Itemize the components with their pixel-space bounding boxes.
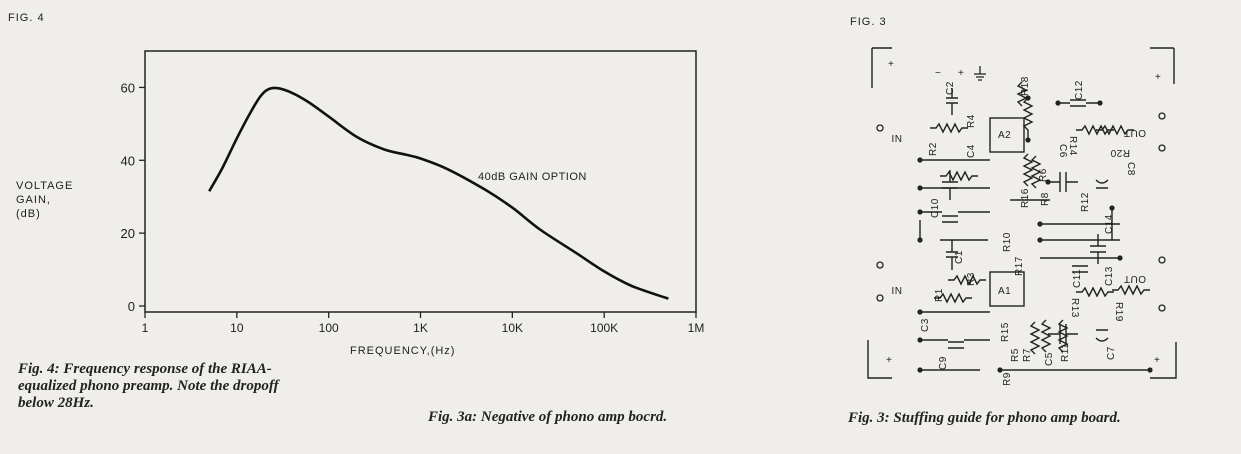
- label-r12: R12: [1080, 192, 1091, 212]
- fig3-caption: Fig. 3: Stuffing guide for phono amp boa…: [848, 410, 1121, 426]
- corner-plus: +: [886, 355, 892, 366]
- label-c9: C9: [938, 356, 949, 370]
- stuffing-guide-diagram: + + + + − + R18 C2 R4 C12 R2 A2 C4 NI OU…: [867, 47, 1177, 385]
- label-r17: R17: [1014, 256, 1025, 276]
- label-r14: R14: [1067, 136, 1078, 156]
- x-tick-label: 1: [142, 321, 149, 335]
- label-r2: R2: [928, 142, 939, 156]
- y-tick-label: 20: [121, 226, 135, 241]
- label-c1: C1: [954, 250, 965, 264]
- y-tick-label: 0: [128, 299, 135, 314]
- label-c14: C14: [1104, 214, 1115, 234]
- label-r16: R16: [1020, 188, 1031, 208]
- label-a2: A2: [998, 130, 1011, 141]
- label-c8: C8: [1125, 162, 1136, 176]
- fig4-caption: Fig. 4: Frequency response of the RIAA- …: [18, 361, 279, 412]
- label-r13: R13: [1069, 298, 1080, 318]
- label-r6: R6: [1038, 168, 1049, 182]
- label-r10: R10: [1002, 232, 1013, 252]
- y-tick-label: 60: [121, 80, 135, 95]
- label-r8: R8: [1040, 192, 1051, 206]
- x-tick-label: 10: [230, 321, 244, 335]
- label-r20: R20: [1110, 147, 1130, 158]
- minus-label: −: [935, 68, 941, 79]
- label-c2: C2: [945, 81, 956, 95]
- y-label-line: VOLTAGE: [16, 180, 74, 192]
- label-c5: C5: [1044, 352, 1055, 366]
- label-r15: R15: [1000, 322, 1011, 342]
- label-out-top: OUT: [1123, 127, 1146, 138]
- label-c12: C12: [1074, 80, 1085, 100]
- plot-frame: [144, 50, 697, 313]
- label-in-bot: NI: [891, 284, 902, 295]
- y-axis-label: VOLTAGE GAIN, (dB): [16, 179, 73, 221]
- label-c13: C13: [1104, 266, 1115, 286]
- fig4-tag: FIG. 4: [8, 12, 45, 24]
- corner-plus: +: [1154, 355, 1160, 366]
- label-r3: R3: [966, 272, 977, 286]
- y-label-line: GAIN,: [16, 194, 51, 206]
- label-out-bot: OUT: [1123, 273, 1146, 284]
- y-label-line: (dB): [16, 208, 41, 220]
- label-in-top: NI: [891, 132, 902, 143]
- fig3a-caption: Fig. 3a: Negative of phono amp bocrd.: [428, 409, 668, 425]
- label-r5: R5: [1010, 348, 1021, 362]
- plus-label: +: [958, 68, 964, 79]
- label-c6: C6: [1057, 144, 1068, 158]
- label-r1: R1: [934, 288, 945, 302]
- x-tick-label: 1M: [688, 321, 705, 335]
- label-r18: R18: [1020, 76, 1031, 96]
- label-c7: C7: [1106, 346, 1117, 360]
- series-line: [208, 86, 669, 300]
- corner-plus: +: [1155, 72, 1161, 83]
- label-r4: R4: [966, 114, 977, 128]
- fig3-tag: FIG. 3: [850, 16, 887, 28]
- label-a1: A1: [998, 286, 1011, 297]
- label-r11: R11: [1060, 343, 1071, 362]
- x-tick-label: 10K: [502, 321, 523, 335]
- label-r9: R9: [1002, 372, 1013, 385]
- caption-line: equalized phono preamp. Note the dropoff: [18, 378, 279, 394]
- caption-line: below 28Hz.: [18, 395, 94, 411]
- x-tick-label: 100: [319, 321, 339, 335]
- label-c4: C4: [966, 144, 977, 158]
- caption-line: Fig. 4: Frequency response of the RIAA-: [18, 361, 272, 377]
- x-axis-label: FREQUENCY,(Hz): [350, 345, 455, 357]
- y-axis-ticks: 0 20 40 60: [121, 80, 145, 314]
- label-c11: C11: [1072, 269, 1083, 288]
- label-c3: C3: [920, 318, 931, 332]
- x-tick-label: 100K: [590, 321, 618, 335]
- x-axis-ticks: 1 10 100 1K 10K 100K 1M: [142, 312, 705, 335]
- label-r19: R19: [1113, 302, 1124, 322]
- corner-plus: +: [888, 59, 894, 70]
- label-c10: C10: [930, 198, 941, 218]
- chart-annotation: 40dB GAIN OPTION: [478, 171, 587, 183]
- label-r7: R7: [1022, 348, 1033, 362]
- x-tick-label: 1K: [413, 321, 428, 335]
- y-tick-label: 40: [121, 153, 135, 168]
- fig4-chart: 0 20 40 60 1 10 100 1K 10K 100K 1M 40dB GAIN OPTI…: [121, 50, 705, 357]
